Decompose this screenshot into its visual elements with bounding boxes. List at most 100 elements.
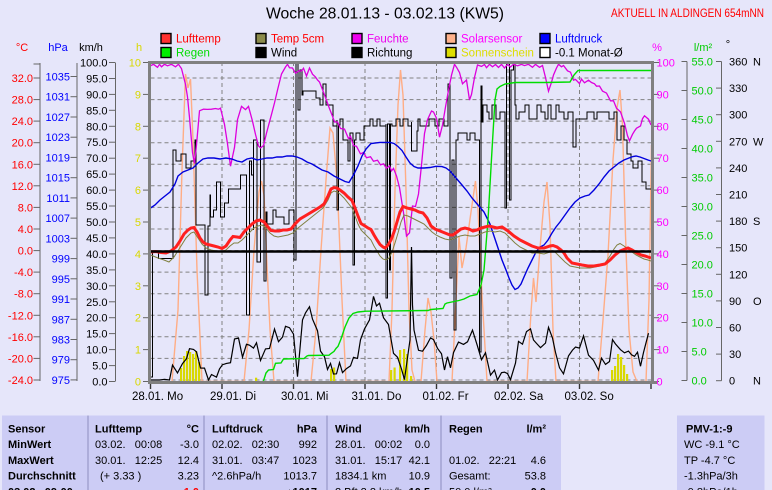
svg-text:40.0: 40.0 xyxy=(86,249,107,261)
svg-text:03.02. 09:00: 03.02. 09:00 xyxy=(8,486,73,490)
svg-text:hPa: hPa xyxy=(297,424,318,436)
svg-text:25.0: 25.0 xyxy=(692,231,713,243)
svg-text:50.0: 50.0 xyxy=(86,217,107,229)
svg-text:Durchschnitt: Durchschnitt xyxy=(8,471,76,483)
svg-text:60: 60 xyxy=(657,185,669,197)
svg-text:50.0 l/m²: 50.0 l/m² xyxy=(449,486,492,490)
svg-text:20: 20 xyxy=(657,313,669,325)
svg-text:l/m²: l/m² xyxy=(694,42,713,54)
svg-text:30.01. Mi: 30.01. Mi xyxy=(281,391,328,403)
svg-text:12.0: 12.0 xyxy=(12,181,33,193)
svg-text:85.0: 85.0 xyxy=(86,105,107,117)
svg-text:29.01. Di: 29.01. Di xyxy=(210,391,256,403)
svg-text:MinWert: MinWert xyxy=(8,439,52,451)
svg-text:42.1: 42.1 xyxy=(409,455,430,467)
svg-text:01.02. Fr: 01.02. Fr xyxy=(423,391,469,403)
svg-text:330: 330 xyxy=(729,83,747,95)
svg-text:l/m²: l/m² xyxy=(526,424,546,436)
svg-text:0.0: 0.0 xyxy=(692,376,707,388)
svg-text:53.8: 53.8 xyxy=(525,471,546,483)
svg-text:N: N xyxy=(753,376,761,388)
svg-text:80.0: 80.0 xyxy=(86,121,107,133)
svg-text:0.0: 0.0 xyxy=(531,486,546,490)
svg-text:PMV-1:-9: PMV-1:-9 xyxy=(686,424,732,436)
svg-text:1023: 1023 xyxy=(46,132,70,144)
svg-text:Luftdruck: Luftdruck xyxy=(212,424,264,436)
svg-text:3.23: 3.23 xyxy=(178,471,199,483)
svg-text:30.0: 30.0 xyxy=(692,202,713,214)
svg-text:°: ° xyxy=(726,39,730,51)
svg-text:975: 975 xyxy=(52,375,70,387)
svg-text:0.0: 0.0 xyxy=(92,377,107,389)
svg-text:2: 2 xyxy=(135,313,141,325)
svg-text:30: 30 xyxy=(657,281,669,293)
svg-text:8.0: 8.0 xyxy=(18,202,33,214)
svg-text:8: 8 xyxy=(135,121,141,133)
svg-text:-1.3hPa/3h: -1.3hPa/3h xyxy=(684,471,738,483)
svg-text:12.4: 12.4 xyxy=(178,455,199,467)
svg-text:90: 90 xyxy=(729,296,741,308)
svg-text:1007: 1007 xyxy=(46,213,70,225)
svg-text:O: O xyxy=(753,296,762,308)
svg-text:999: 999 xyxy=(52,254,70,266)
svg-text:6: 6 xyxy=(135,185,141,197)
svg-text:1031: 1031 xyxy=(46,92,70,104)
svg-text:3: 3 xyxy=(135,281,141,293)
svg-text:10.0: 10.0 xyxy=(692,318,713,330)
svg-text:50.0: 50.0 xyxy=(692,86,713,98)
svg-text:5.0: 5.0 xyxy=(692,347,707,359)
svg-text:180: 180 xyxy=(729,216,747,228)
svg-text:02.02. Sa: 02.02. Sa xyxy=(494,391,544,403)
svg-text:1: 1 xyxy=(135,345,141,357)
svg-text:28.01. 00:02: 28.01. 00:02 xyxy=(335,439,402,451)
svg-text:100.0: 100.0 xyxy=(80,58,108,70)
svg-text:30: 30 xyxy=(729,349,741,361)
svg-text:28.0: 28.0 xyxy=(12,95,33,107)
svg-text:0.0: 0.0 xyxy=(415,439,430,451)
svg-text:1011: 1011 xyxy=(46,193,70,205)
svg-text:Solarsensor: Solarsensor xyxy=(461,34,523,46)
svg-text:55.0: 55.0 xyxy=(692,57,713,69)
svg-text:70: 70 xyxy=(657,153,669,165)
svg-text:Lufttemp: Lufttemp xyxy=(176,34,221,46)
svg-text:03.02. So: 03.02. So xyxy=(565,391,614,403)
svg-text:25.0: 25.0 xyxy=(86,297,107,309)
svg-text:N: N xyxy=(753,57,761,69)
svg-text:28.01. Mo: 28.01. Mo xyxy=(132,391,183,403)
svg-text:120: 120 xyxy=(729,269,747,281)
svg-text:90: 90 xyxy=(657,89,669,101)
svg-text:5: 5 xyxy=(135,217,141,229)
svg-text:5.0: 5.0 xyxy=(92,361,107,373)
svg-text:Richtung: Richtung xyxy=(367,48,412,60)
svg-text:-12.0: -12.0 xyxy=(8,310,33,322)
svg-text:992: 992 xyxy=(299,439,317,451)
svg-text:20.0: 20.0 xyxy=(86,313,107,325)
svg-text:Wind: Wind xyxy=(271,48,297,60)
svg-text:987: 987 xyxy=(52,314,70,326)
svg-text:0: 0 xyxy=(135,377,141,389)
svg-text:Feuchte: Feuchte xyxy=(367,34,409,46)
svg-text:WC -9.1 °C: WC -9.1 °C xyxy=(684,439,740,451)
svg-text:10: 10 xyxy=(657,345,669,357)
svg-text:1035: 1035 xyxy=(46,72,70,84)
svg-text:^2.6hPa/h: ^2.6hPa/h xyxy=(212,471,261,483)
svg-text:75.0: 75.0 xyxy=(86,137,107,149)
svg-text:2 Bft 2.2 km/h: 2 Bft 2.2 km/h xyxy=(335,486,403,490)
svg-text:4.6: 4.6 xyxy=(531,455,546,467)
svg-text:0: 0 xyxy=(729,376,735,388)
svg-text:24.0: 24.0 xyxy=(12,116,33,128)
svg-text:240: 240 xyxy=(729,163,747,175)
svg-text:Regen: Regen xyxy=(449,424,483,436)
svg-text:983: 983 xyxy=(52,335,70,347)
svg-text:10: 10 xyxy=(129,58,141,70)
svg-text:65.0: 65.0 xyxy=(86,169,107,181)
svg-text:360: 360 xyxy=(729,57,747,69)
svg-text:35.0: 35.0 xyxy=(86,265,107,277)
svg-text:-0.8hPa/1h: -0.8hPa/1h xyxy=(684,486,738,490)
svg-text:32.0: 32.0 xyxy=(12,73,33,85)
svg-text:02.02. 02:30: 02.02. 02:30 xyxy=(212,439,279,451)
svg-text:1023: 1023 xyxy=(293,455,317,467)
svg-text:31.01. 15:17: 31.01. 15:17 xyxy=(335,455,402,467)
svg-text:-8.0: -8.0 xyxy=(14,289,33,301)
svg-text:45.0: 45.0 xyxy=(86,233,107,245)
